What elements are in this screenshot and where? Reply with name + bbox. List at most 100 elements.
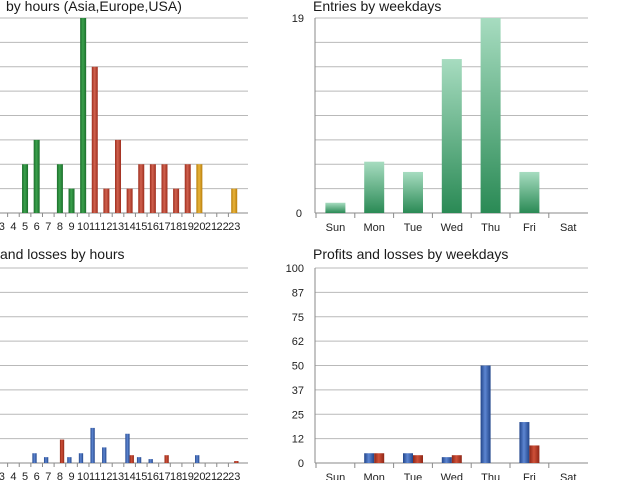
- profit-bar-Fri: [519, 422, 530, 463]
- x-tick-label: 19: [182, 221, 194, 233]
- x-tick-label: 20: [193, 221, 205, 233]
- bar-hour-12: [103, 188, 110, 213]
- profit-bar-hour-16: [148, 459, 153, 463]
- y-tick-label: 75: [292, 312, 304, 324]
- x-tick-label: 7: [45, 471, 51, 480]
- profit-bar-hour-14: [125, 433, 130, 463]
- y-tick-label: 0: [296, 208, 302, 220]
- x-tick-label: Sat: [560, 222, 577, 234]
- bar-weekday-Tue: [403, 171, 423, 213]
- profit-bar-hour-10: [78, 453, 84, 463]
- bar-hour-15: [138, 164, 145, 213]
- x-tick-label: 15: [135, 221, 147, 233]
- bar-hour-5: [22, 164, 29, 213]
- bar-hour-6: [33, 139, 40, 213]
- x-tick-label: 12: [100, 221, 112, 233]
- x-tick-label: 5: [22, 471, 28, 480]
- x-tick-label: Sat: [560, 472, 577, 480]
- loss-bar-hour-14: [129, 455, 134, 463]
- chart-title-weekday-entries: Entries by weekdays: [313, 0, 441, 14]
- y-tick-label: 25: [292, 409, 304, 421]
- bar-hour-16: [149, 164, 156, 213]
- bar-hour-17: [161, 164, 168, 213]
- loss-bar-Mon: [374, 453, 385, 463]
- x-tick-label: 14: [124, 471, 136, 480]
- x-tick-label: Tue: [404, 472, 423, 480]
- x-tick-label: 22: [216, 471, 228, 480]
- y-tick-label: 19: [292, 13, 304, 25]
- x-tick-label: 6: [34, 471, 40, 480]
- loss-bar-hour-23: [234, 461, 239, 463]
- bar-hour-14: [126, 188, 133, 213]
- y-tick-label: 100: [286, 263, 304, 275]
- x-tick-label: Sun: [326, 472, 346, 480]
- y-tick-label: 37: [292, 385, 304, 397]
- x-tick-label: 4: [10, 221, 16, 233]
- bar-weekday-Sun: [325, 202, 346, 213]
- x-tick-label: 9: [68, 221, 74, 233]
- x-tick-label: Thu: [481, 472, 500, 480]
- x-tick-label: 17: [158, 471, 170, 480]
- loss-bar-hour-8: [59, 439, 65, 463]
- x-tick-label: 16: [147, 471, 159, 480]
- y-tick-label: 87: [292, 287, 304, 299]
- y-tick-label: 62: [292, 336, 304, 348]
- x-tick-label: 6: [34, 221, 40, 233]
- x-tick-label: 18: [170, 221, 182, 233]
- x-tick-label: 18: [170, 471, 182, 480]
- x-tick-label: 5: [22, 221, 28, 233]
- bar-hour-8: [56, 164, 63, 213]
- x-tick-label: 11: [89, 221, 100, 233]
- bar-hour-19: [184, 164, 191, 213]
- bar-weekday-Fri: [519, 171, 540, 213]
- bar-weekday-Thu: [480, 18, 501, 213]
- chart-title-weekday-profits: Profits and losses by weekdays: [313, 246, 508, 262]
- x-tick-label: 19: [182, 471, 194, 480]
- x-tick-label: Fri: [523, 222, 536, 234]
- x-tick-label: 20: [193, 471, 205, 480]
- x-tick-label: 8: [57, 471, 63, 480]
- bar-hour-11: [91, 66, 98, 213]
- bar-hour-20: [196, 164, 203, 213]
- bar-hour-10: [80, 18, 87, 213]
- profit-bar-hour-20: [195, 455, 200, 463]
- x-tick-label: Tue: [404, 222, 423, 234]
- x-tick-label: 23: [228, 471, 240, 480]
- x-tick-label: Mon: [363, 222, 384, 234]
- bar-hour-13: [115, 139, 122, 213]
- y-tick-label: 12: [292, 434, 304, 446]
- bar-hour-9: [68, 188, 75, 213]
- x-tick-label: 11: [89, 471, 100, 480]
- x-tick-label: Wed: [441, 222, 463, 234]
- x-tick-label: 4: [10, 471, 16, 480]
- profit-bar-hour-12: [102, 447, 107, 463]
- profit-bar-Thu: [480, 365, 491, 463]
- x-tick-label: 17: [158, 221, 170, 233]
- profit-bar-hour-11: [90, 427, 95, 463]
- x-tick-label: 9: [68, 471, 74, 480]
- profit-bar-Mon: [364, 453, 375, 463]
- y-tick-label: 50: [292, 361, 304, 373]
- chart-title-hours-profits: and losses by hours: [0, 246, 125, 262]
- x-tick-label: 23: [228, 221, 240, 233]
- x-tick-label: 10: [77, 471, 89, 480]
- x-tick-label: 3: [0, 471, 5, 480]
- x-tick-label: 16: [147, 221, 159, 233]
- x-tick-label: Fri: [523, 472, 536, 480]
- x-tick-label: Wed: [441, 472, 463, 480]
- bar-hour-23: [231, 188, 238, 213]
- x-tick-label: 10: [77, 221, 89, 233]
- x-tick-label: Sun: [326, 222, 346, 234]
- loss-bar-hour-17: [164, 455, 169, 463]
- loss-bar-Wed: [451, 455, 462, 463]
- x-tick-label: 22: [216, 221, 228, 233]
- y-tick-label: 0: [298, 458, 304, 470]
- x-tick-label: 13: [112, 471, 124, 480]
- bar-weekday-Mon: [364, 161, 385, 213]
- bar-weekday-Wed: [441, 59, 462, 214]
- profit-bar-hour-7: [43, 457, 49, 463]
- x-tick-label: 21: [205, 221, 217, 233]
- loss-bar-Tue: [413, 455, 423, 463]
- x-tick-label: 14: [124, 221, 136, 233]
